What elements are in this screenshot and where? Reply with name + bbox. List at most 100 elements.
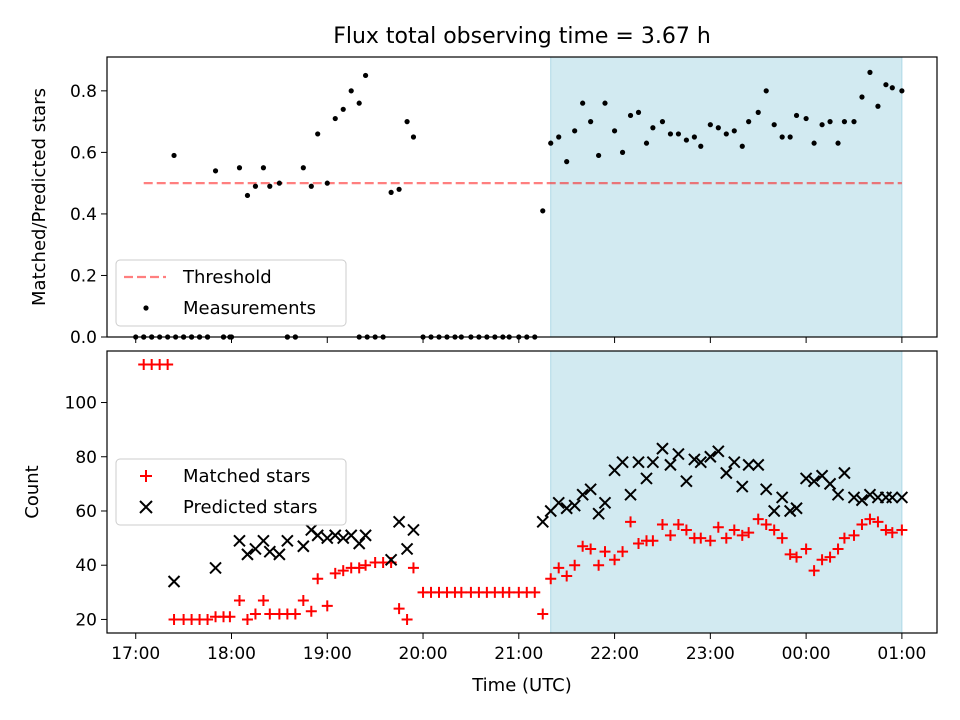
bottom-xtick-label: 21:00 [494, 644, 543, 664]
predicted-star-point [209, 561, 222, 575]
measurement-point [212, 168, 219, 174]
matched-star-point [312, 573, 324, 585]
predicted-star-point [799, 472, 813, 485]
predicted-star-point [640, 472, 653, 485]
predicted-star-point [392, 515, 406, 529]
predicted-star-point [664, 458, 677, 472]
matched-star-point [337, 565, 349, 577]
matched-star-point [752, 513, 764, 525]
matched-star-point [760, 519, 772, 531]
matched-star-point [353, 562, 365, 574]
bottom-ytick-label: 60 [75, 502, 97, 522]
measurement-point [236, 165, 243, 171]
top-shade-layer [550, 57, 903, 337]
measurement-point [763, 88, 769, 94]
predicted-star-point [742, 458, 755, 472]
predicted-star-point [352, 537, 366, 550]
matched-star-point [695, 532, 707, 544]
bottom-ytick-label: 40 [75, 556, 97, 576]
bottom-xtick-label: 00:00 [782, 644, 831, 664]
matched-star-point [393, 603, 405, 615]
measurement-point [611, 128, 618, 134]
predicted-star-point [311, 529, 324, 542]
matched-star-point [736, 529, 748, 541]
predicted-star-point [552, 496, 565, 510]
matched-star-point [768, 524, 780, 536]
measurement-point [667, 131, 674, 137]
measurement-point [267, 183, 273, 189]
matched-star-point [162, 359, 174, 371]
bottom-xtick-label: 01:00 [877, 644, 926, 664]
matched-star-point [233, 594, 245, 606]
predicted-star-point [728, 455, 741, 469]
predicted-star-point [598, 496, 612, 510]
predicted-star-point [752, 458, 765, 472]
measurement-point [619, 149, 626, 155]
measurement-point [627, 112, 634, 119]
measurement-point [332, 115, 338, 122]
predicted-star-point [576, 488, 589, 501]
predicted-star-point [688, 453, 701, 466]
measurement-point [779, 134, 785, 140]
measurement-point [556, 134, 562, 140]
measurement-point [683, 137, 690, 143]
top-y-axis-label: Matched/Predicted stars [29, 88, 50, 306]
top-ytick-label: 0.8 [70, 82, 97, 102]
measurement-point [396, 186, 402, 192]
measurement-point [548, 140, 554, 146]
measurement-point [650, 125, 656, 131]
matched-star-point [633, 538, 645, 550]
bottom-xtick-label: 23:00 [686, 644, 735, 664]
predicted-star-point [297, 540, 310, 553]
measurement-point [276, 180, 282, 186]
bottom-legend-frame [115, 458, 347, 526]
measurement-point [340, 106, 346, 112]
measurement-point [675, 131, 682, 137]
measurement-point [811, 140, 817, 146]
matched-star-point [704, 535, 716, 547]
legend-matched-swatch [140, 470, 152, 482]
measurement-point [300, 165, 306, 171]
matched-star-point [880, 524, 892, 536]
legend-measurements-label: Measurements [183, 298, 316, 319]
predicted-star-point [775, 491, 789, 504]
bottom-axes-frame [106, 350, 938, 634]
predicted-star-point [847, 491, 861, 504]
predicted-star-point [384, 553, 398, 566]
matched-star-point [776, 532, 788, 544]
measurement-point [819, 122, 825, 128]
legend-matched-label: Matched stars [183, 466, 310, 487]
predicted-star-point [694, 455, 707, 469]
bottom-shade-layer [550, 351, 903, 633]
bottom-xtick-label: 17:00 [111, 644, 160, 664]
matched-star-point [202, 613, 214, 625]
matched-star-point [329, 567, 341, 579]
bottom-xtick-label: 22:00 [590, 644, 639, 664]
predicted-star-point [646, 455, 660, 469]
measurement-point [572, 128, 578, 134]
matched-star-point [577, 540, 589, 552]
bottom-legend: Matched stars Predicted stars [115, 458, 347, 526]
matched-star-point [257, 594, 269, 606]
bottom-y-axis-label: Count [22, 465, 43, 518]
matched-star-point [743, 527, 755, 539]
matched-star-point [545, 573, 557, 585]
bottom-xaxis: 17:00 18:00 19:00 20:00 21:00 22:00 23:00 00:00… [111, 633, 926, 664]
predicted-star-point [359, 529, 372, 542]
matched-star-point [593, 559, 605, 571]
matched-star-point [529, 586, 541, 598]
matched-star-point [848, 529, 860, 541]
bottom-xtick-label: 18:00 [207, 644, 256, 664]
measurement-point [315, 131, 321, 137]
measurement-point [755, 109, 761, 115]
matched-star-point [824, 551, 836, 563]
measurement-point [899, 88, 905, 94]
matched-star-point [585, 543, 597, 555]
predicted-star-point [592, 507, 605, 520]
predicted-star-point [632, 455, 645, 469]
top-shaded-span [550, 57, 902, 337]
measurement-point [827, 119, 833, 125]
matched-star-point [808, 565, 820, 577]
measurement-point [659, 119, 666, 125]
